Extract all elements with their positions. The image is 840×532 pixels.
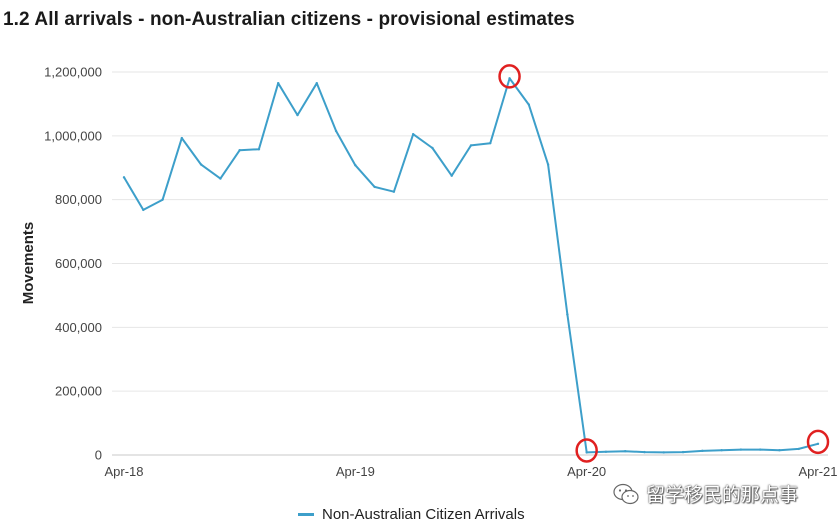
data-point — [546, 163, 550, 166]
y-tick-label: 200,000 — [55, 384, 102, 399]
data-point — [354, 163, 357, 167]
data-point — [701, 449, 704, 453]
data-point — [797, 447, 800, 451]
data-point — [411, 133, 415, 136]
wechat-icon — [613, 483, 639, 504]
data-point — [238, 148, 241, 152]
data-point — [296, 113, 299, 117]
data-point — [720, 449, 723, 452]
data-point — [778, 449, 781, 452]
data-point — [373, 185, 376, 189]
data-point — [257, 148, 261, 151]
x-axis-ticks: Apr-18 Apr-19 Apr-20 Apr-21 — [104, 464, 837, 479]
data-point — [315, 81, 318, 85]
annotations — [498, 64, 830, 463]
data-point — [161, 198, 164, 201]
data-point — [469, 144, 473, 147]
y-tick-label: 400,000 — [55, 320, 102, 335]
data-point — [450, 174, 453, 177]
gridlines — [112, 71, 828, 456]
data-point — [199, 163, 203, 166]
series-line — [123, 77, 819, 454]
watermark: 留学移民的那点事 — [612, 480, 798, 507]
y-axis-ticks: 0 200,000 400,000 600,000 800,000 1,000,000 1,… — [44, 65, 102, 463]
data-point — [431, 146, 434, 150]
y-tick-label: 600,000 — [55, 256, 102, 271]
data-point — [392, 190, 396, 193]
data-point — [527, 103, 531, 106]
x-tick-label: Apr-20 — [567, 464, 606, 479]
annotation-circle — [498, 64, 521, 89]
y-tick-label: 0 — [95, 448, 102, 463]
data-point — [585, 451, 588, 454]
legend[interactable]: Non-Australian Citizen Arrivals — [298, 506, 525, 523]
data-point — [739, 448, 743, 451]
data-point — [681, 450, 685, 454]
data-point — [816, 442, 820, 446]
x-tick-label: Apr-21 — [798, 464, 837, 479]
chart-title: 1.2 All arrivals - non-Australian citize… — [3, 9, 575, 30]
data-point — [277, 81, 280, 85]
data-point — [219, 177, 222, 180]
data-point — [180, 136, 184, 140]
data-point — [142, 208, 145, 212]
annotation-circle — [575, 438, 598, 463]
data-point — [334, 129, 338, 133]
data-point — [604, 450, 608, 454]
data-point — [624, 449, 627, 453]
data-point — [643, 450, 646, 454]
y-tick-label: 1,000,000 — [44, 128, 102, 143]
watermark-text: 留学移民的那点事 — [646, 485, 799, 506]
data-point — [508, 77, 511, 80]
data-point — [758, 448, 762, 451]
data-point — [662, 451, 665, 454]
legend-label: Non-Australian Citizen Arrivals — [322, 506, 525, 523]
data-point — [122, 176, 126, 179]
series-group — [122, 77, 820, 454]
legend-swatch — [298, 513, 314, 516]
x-tick-label: Apr-18 — [104, 464, 143, 479]
data-point — [489, 141, 492, 145]
y-tick-label: 1,200,000 — [44, 65, 102, 80]
data-point — [566, 313, 569, 316]
y-axis-label: Movements — [20, 222, 37, 305]
x-tick-label: Apr-19 — [336, 464, 375, 479]
y-tick-label: 800,000 — [55, 192, 102, 207]
annotation-circle — [806, 429, 830, 455]
